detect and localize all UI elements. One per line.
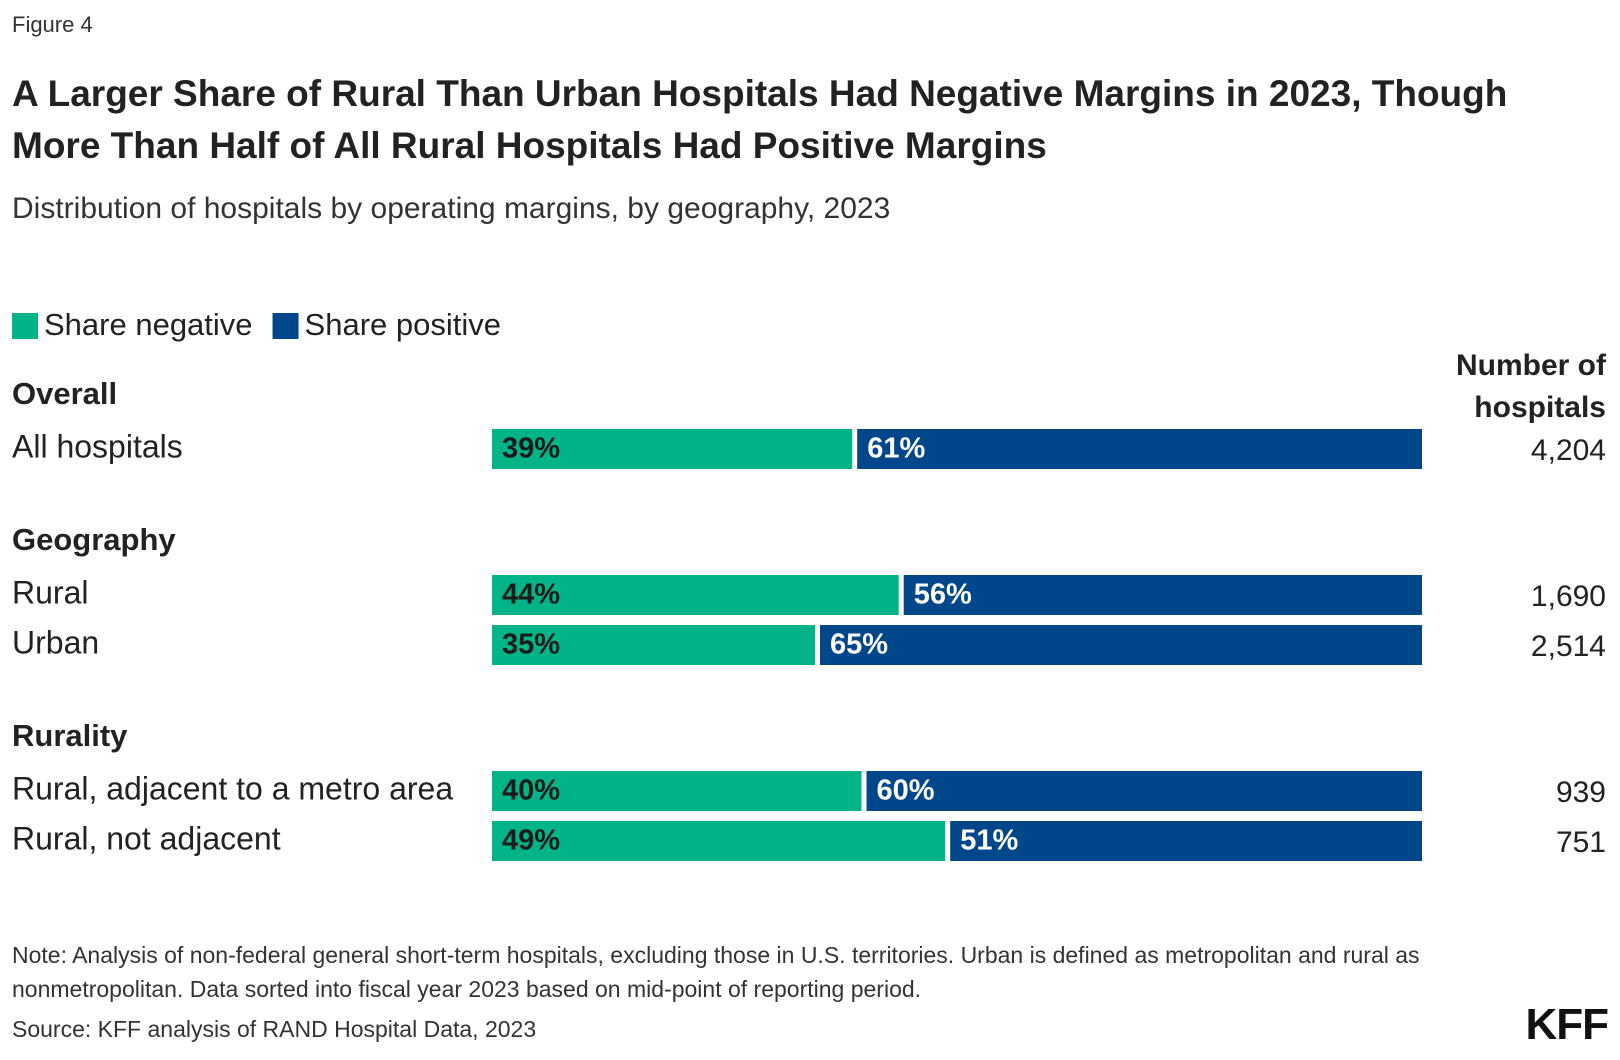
category-label: All hospitals (12, 428, 183, 464)
value-label: 40% (502, 775, 560, 807)
chart-title: A Larger Share of Rural Than Urban Hospi… (12, 73, 1508, 166)
legend-swatch (272, 313, 299, 339)
category-label: Rural, adjacent to a metro area (12, 770, 453, 806)
count-label: 751 (1556, 826, 1606, 859)
value-label: 39% (502, 433, 560, 465)
legend-label: Share negative (44, 307, 253, 342)
count-label: 2,514 (1531, 630, 1606, 663)
value-label: 65% (830, 629, 888, 661)
value-label: 56% (914, 579, 972, 611)
count-label: 939 (1556, 776, 1606, 809)
category-label: Rural, not adjacent (12, 820, 281, 856)
bar-segment (820, 625, 1422, 665)
value-label: 51% (960, 825, 1018, 857)
value-label: 49% (502, 825, 560, 857)
figure-label: Figure 4 (12, 12, 93, 37)
bar-segment (492, 771, 862, 811)
counts-title: Number of hospitals (1456, 349, 1606, 424)
legend-label: Share positive (305, 307, 501, 342)
source: Source: KFF analysis of RAND Hospital Da… (12, 1016, 537, 1042)
value-label: 44% (502, 579, 560, 611)
logo: KFF (1525, 1000, 1609, 1049)
group-header: Geography (12, 522, 176, 557)
chart-subtitle: Distribution of hospitals by operating m… (12, 192, 891, 225)
group-header: Overall (12, 376, 117, 411)
bar-segment (866, 771, 1422, 811)
bar-segment (492, 429, 853, 469)
bar-segment (492, 625, 815, 665)
count-label: 4,204 (1531, 434, 1606, 467)
note: Note: Analysis of non-federal general sh… (12, 942, 1420, 1002)
category-label: Urban (12, 624, 99, 660)
value-label: 60% (877, 775, 935, 807)
value-label: 61% (867, 433, 925, 465)
group-header: Rurality (12, 718, 128, 753)
category-label: Rural (12, 574, 88, 610)
count-label: 1,690 (1531, 580, 1606, 613)
bar-segment (492, 821, 946, 861)
bar-segment (857, 429, 1422, 469)
bar-segment (492, 575, 899, 615)
legend-swatch (12, 313, 38, 339)
value-label: 35% (502, 629, 560, 661)
bar-segment (903, 575, 1422, 615)
bar-segment (950, 821, 1422, 861)
